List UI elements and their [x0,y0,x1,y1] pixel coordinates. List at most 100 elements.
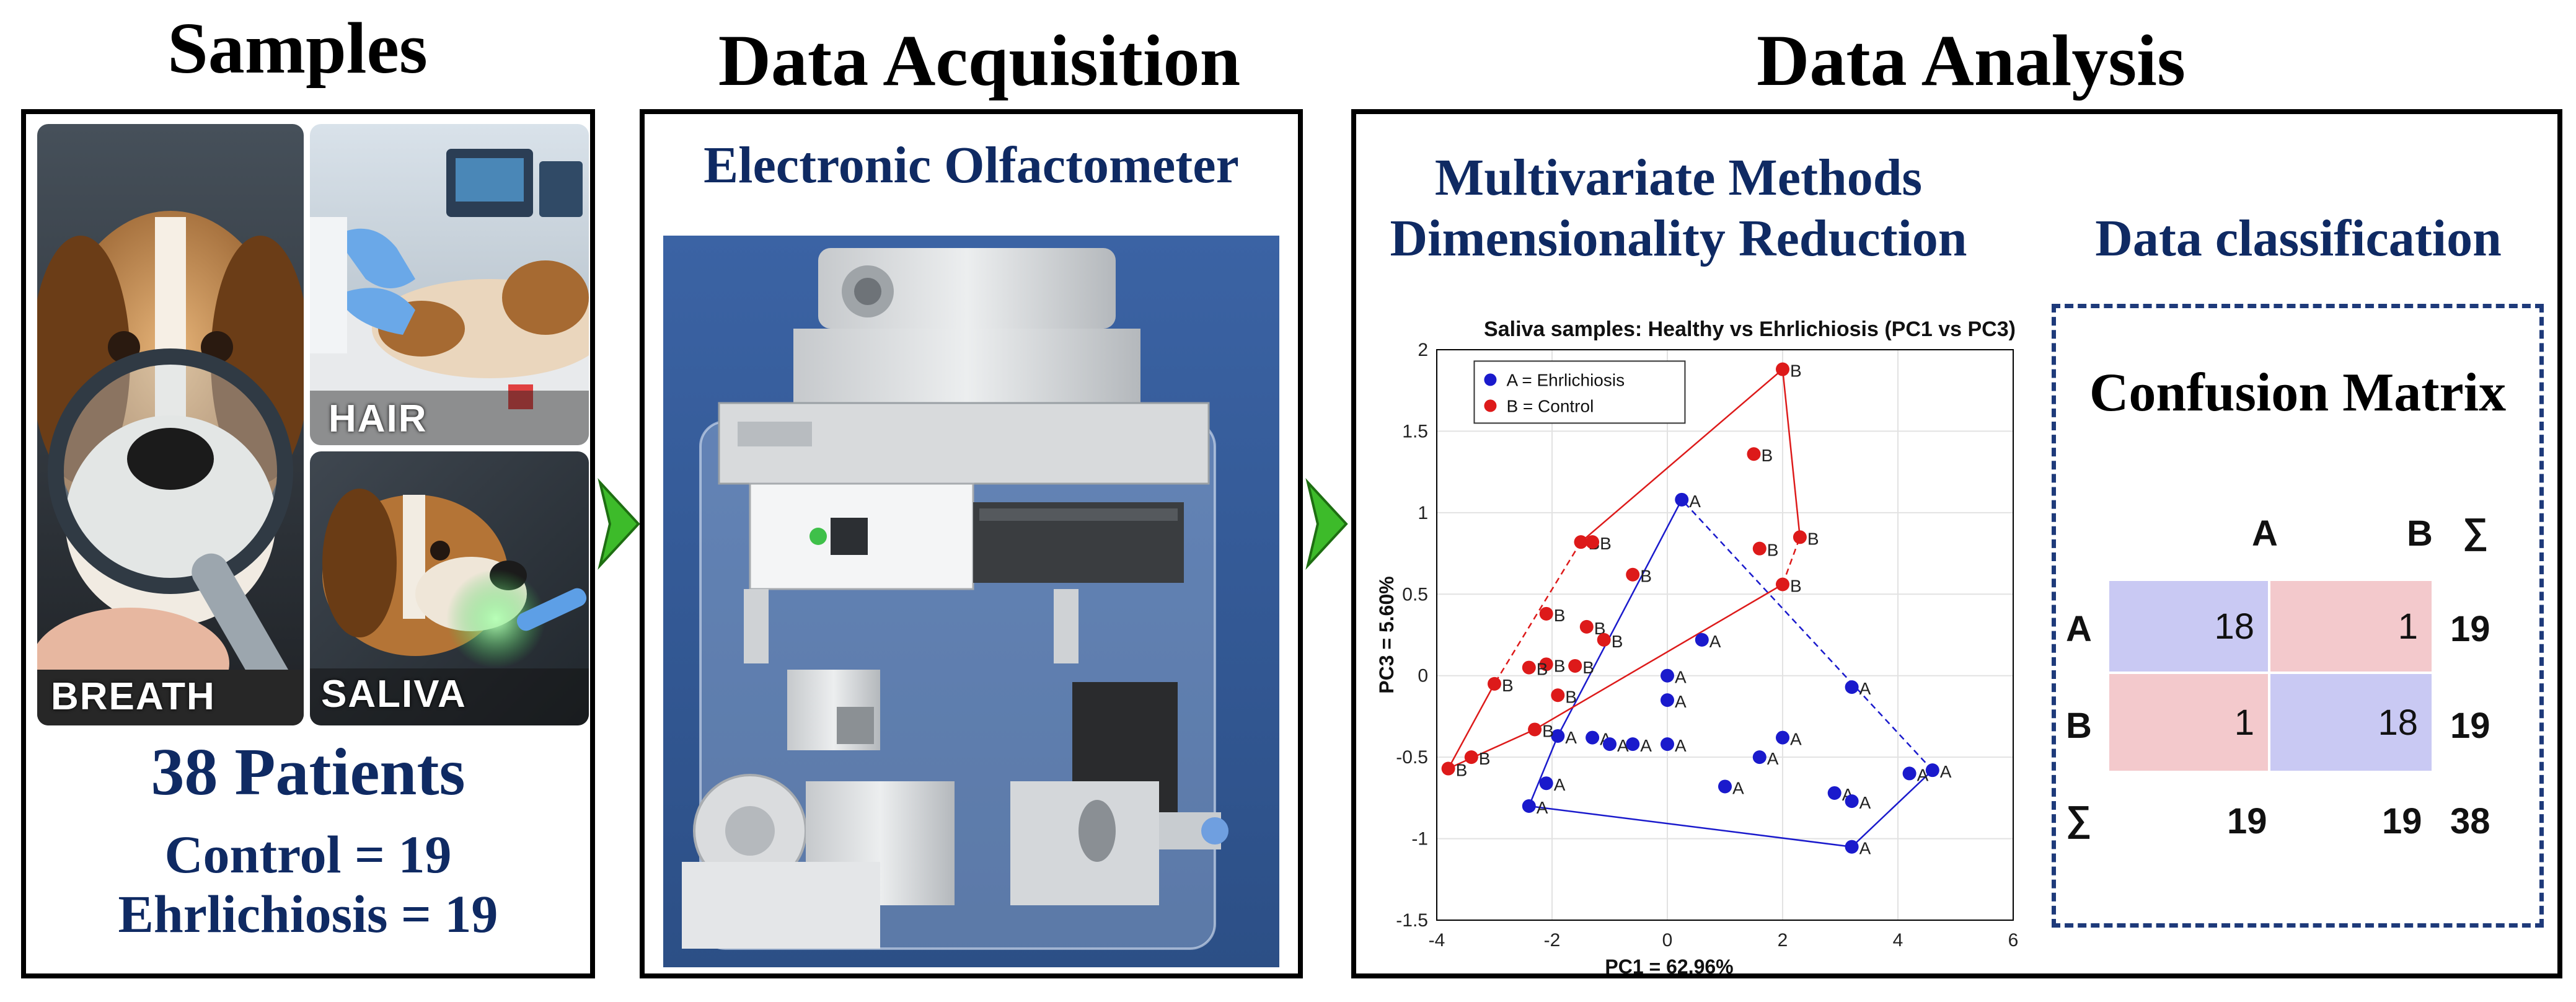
matrix-cell-aa: 18 [2109,581,2270,674]
data-point-a [1902,766,1917,781]
classification-title: Data classification [2095,210,2502,267]
dog-saliva-swab-image [310,451,589,725]
data-point-a [1925,763,1939,778]
point-label-b: B [1456,761,1468,780]
matrix-row-sum-a: 19 [2450,609,2490,649]
data-point-a [1551,729,1565,743]
point-label-a: A [1675,692,1687,711]
point-label-a: A [1617,736,1629,755]
legend-entry: B = Control [1506,396,1594,415]
point-label-b: B [1554,606,1566,625]
data-point-b [1747,447,1761,461]
data-point-a [1661,693,1674,707]
point-label-b: B [1807,529,1819,548]
data-point-a [1586,730,1600,745]
hull-edge-a [1528,805,1852,848]
x-tick-label: 6 [2008,930,2019,951]
matrix-col-label-a: A [2252,513,2278,554]
point-label-b: B [1565,687,1577,706]
data-point-a [1603,737,1617,752]
hull-edge-a [1557,499,1683,737]
data-point-b [1586,535,1600,549]
hair-photo-label: HAIR [329,397,428,440]
data-point-a [1718,779,1732,794]
data-point-b [1752,541,1767,556]
matrix-cell-ab: 1 [2270,581,2432,674]
dog-with-mask-image [37,124,304,725]
flow-arrow-icon [1305,478,1348,570]
point-label-b: B [1790,361,1802,381]
matrix-sum-row-header: ∑ [2066,799,2092,839]
data-point-a [1845,794,1859,809]
y-tick-label: -1 [1411,829,1428,849]
matrix-col-label-b: B [2407,513,2433,554]
samples-panel: BREATH HAIR [21,109,595,978]
data-point-b [1539,657,1553,672]
pca-scatter-chart: -4 -2 0 2 4 6 -1.5 -1 -0.5 0 0.5 1 1.5 2 Saliva sample… [1375,317,2019,976]
data-point-b [1574,535,1588,549]
point-label-a: A [1859,793,1871,812]
hull-edge-b [1447,683,1496,769]
y-axis-label: PC3 = 5.60% [1375,576,1398,693]
hull-edge-b [1448,729,1535,769]
patients-count: 38 Patients [151,735,465,809]
data-point-b [1597,632,1611,647]
saliva-sample-photo: SALIVA [310,451,589,725]
y-tick-label: -1.5 [1396,910,1428,931]
data-point-b [1793,530,1807,544]
point-label-b: B [1554,656,1566,675]
point-label-b: B [1479,749,1491,768]
data-point-a [1845,680,1859,694]
point-label-a: A [1767,749,1779,768]
y-tick-label: -0.5 [1396,747,1428,768]
point-label-a: A [1640,736,1652,755]
hull-edge-a [1681,499,1933,771]
point-label-b: B [1542,721,1554,740]
x-tick-label: 2 [1778,930,1788,951]
point-label-b: B [1767,541,1779,560]
data-point-b [1488,676,1501,691]
matrix-col-sum-a: 19 [2227,801,2267,841]
matrix-col-sum-b: 19 [2382,801,2422,841]
data-point-b [1539,606,1553,621]
data-point-a [1776,730,1789,745]
hair-sample-photo: HAIR [310,124,589,445]
legend-box [1473,360,1686,424]
data-point-a [1827,786,1842,800]
chart-title: Saliva samples: Healthy vs Ehrlichiosis … [1484,317,2016,341]
matrix-cell-bb: 18 [2270,674,2432,771]
hull-edge-b [1493,541,1582,685]
data-point-b [1568,658,1582,673]
methods-title-line1: Multivariate Methods [1434,149,1923,206]
point-label-b: B [1502,676,1514,695]
plot-area [1436,349,2014,921]
data-point-b [1528,722,1542,737]
point-label-a: A [1565,728,1577,747]
point-label-a: A [1675,736,1687,755]
point-label-b: B [1640,567,1652,586]
y-tick-label: 0.5 [1402,584,1428,605]
data-point-a [1695,632,1709,647]
y-tick-label: 0 [1418,666,1428,686]
legend-marker [1484,399,1497,412]
data-point-b [1579,619,1594,634]
analysis-panel: Multivariate Methods Dimensionality Redu… [1351,109,2562,978]
flow-arrow-icon [598,478,640,570]
matrix-row-sum-b: 19 [2450,706,2490,746]
data-point-a [1522,799,1536,813]
matrix-cell-ba: 1 [2109,674,2270,771]
point-label-b: B [1582,658,1594,677]
data-point-a [1626,737,1640,752]
methods-title-line2: Dimensionality Reduction [1390,210,1967,267]
point-label-b: B [1790,577,1802,596]
x-tick-label: 0 [1662,930,1673,951]
matrix-total: 38 [2450,801,2490,841]
hull-edge-b [1781,369,1801,538]
point-label-b: B [1600,534,1612,553]
matrix-row-label-b: B [2066,706,2092,746]
data-point-a [1539,776,1553,791]
point-label-a: A [1940,762,1952,781]
point-label-b: B [1762,446,1773,465]
data-point-a [1661,668,1674,683]
matrix-sum-col-header: ∑ [2463,511,2489,551]
